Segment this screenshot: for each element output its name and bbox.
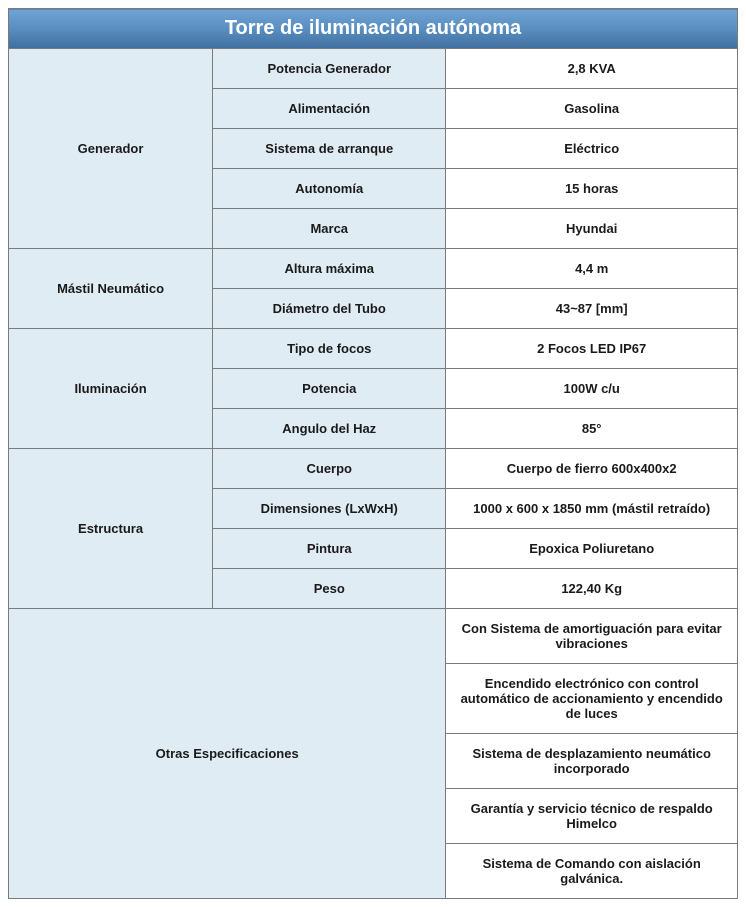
spec-label: Marca [213, 209, 446, 249]
spec-value: 122,40 Kg [446, 569, 738, 609]
spec-value: Sistema de Comando con aislación galváni… [446, 844, 738, 899]
section-mastil: Mástil Neumático [9, 249, 213, 329]
spec-label: Cuerpo [213, 449, 446, 489]
spec-value: Gasolina [446, 89, 738, 129]
spec-value: Hyundai [446, 209, 738, 249]
spec-label: Potencia [213, 369, 446, 409]
spec-label: Altura máxima [213, 249, 446, 289]
spec-table: Torre de iluminación autónoma Generador … [8, 8, 738, 899]
spec-label: Alimentación [213, 89, 446, 129]
spec-value: 43~87 [mm] [446, 289, 738, 329]
spec-label: Tipo de focos [213, 329, 446, 369]
title-row: Torre de iluminación autónoma [9, 9, 738, 49]
spec-value: 4,4 m [446, 249, 738, 289]
spec-value: Sistema de desplazamiento neumático inco… [446, 734, 738, 789]
spec-value: Encendido electrónico con control automá… [446, 664, 738, 734]
section-otras: Otras Especificaciones [9, 609, 446, 899]
spec-value: Eléctrico [446, 129, 738, 169]
spec-value: 100W c/u [446, 369, 738, 409]
spec-value: 1000 x 600 x 1850 mm (mástil retraído) [446, 489, 738, 529]
spec-label: Pintura [213, 529, 446, 569]
spec-value: Epoxica Poliuretano [446, 529, 738, 569]
table-row: Otras Especificaciones Con Sistema de am… [9, 609, 738, 664]
spec-label: Potencia Generador [213, 49, 446, 89]
section-estructura: Estructura [9, 449, 213, 609]
table-row: Mástil Neumático Altura máxima 4,4 m [9, 249, 738, 289]
spec-value: 85° [446, 409, 738, 449]
spec-value: 2 Focos LED IP67 [446, 329, 738, 369]
table-title: Torre de iluminación autónoma [9, 9, 738, 49]
table-row: Generador Potencia Generador 2,8 KVA [9, 49, 738, 89]
spec-label: Angulo del Haz [213, 409, 446, 449]
spec-value: Con Sistema de amortiguación para evitar… [446, 609, 738, 664]
spec-label: Autonomía [213, 169, 446, 209]
table-row: Iluminación Tipo de focos 2 Focos LED IP… [9, 329, 738, 369]
section-iluminacion: Iluminación [9, 329, 213, 449]
spec-label: Diámetro del Tubo [213, 289, 446, 329]
spec-value: 15 horas [446, 169, 738, 209]
spec-value: Garantía y servicio técnico de respaldo … [446, 789, 738, 844]
spec-label: Peso [213, 569, 446, 609]
section-generador: Generador [9, 49, 213, 249]
spec-value: Cuerpo de fierro 600x400x2 [446, 449, 738, 489]
spec-label: Dimensiones (LxWxH) [213, 489, 446, 529]
spec-value: 2,8 KVA [446, 49, 738, 89]
spec-label: Sistema de arranque [213, 129, 446, 169]
table-row: Estructura Cuerpo Cuerpo de fierro 600x4… [9, 449, 738, 489]
